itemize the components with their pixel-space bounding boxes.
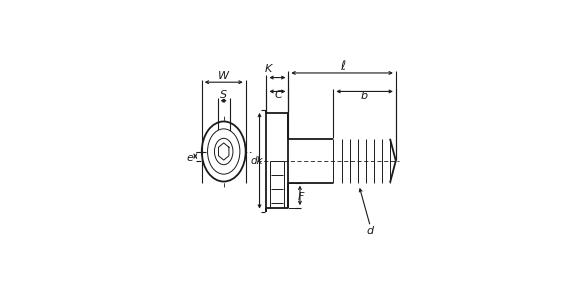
Text: ℓ: ℓ	[340, 59, 345, 73]
Text: W: W	[218, 71, 229, 81]
Text: e: e	[187, 153, 194, 164]
Text: S: S	[220, 90, 227, 100]
Text: b: b	[361, 91, 368, 101]
Text: F: F	[297, 191, 304, 202]
Text: K: K	[265, 64, 272, 74]
Text: C: C	[275, 90, 282, 100]
Ellipse shape	[208, 129, 240, 174]
Text: d: d	[367, 226, 374, 236]
Text: dk: dk	[251, 156, 263, 166]
Ellipse shape	[202, 122, 245, 182]
Ellipse shape	[215, 138, 233, 165]
